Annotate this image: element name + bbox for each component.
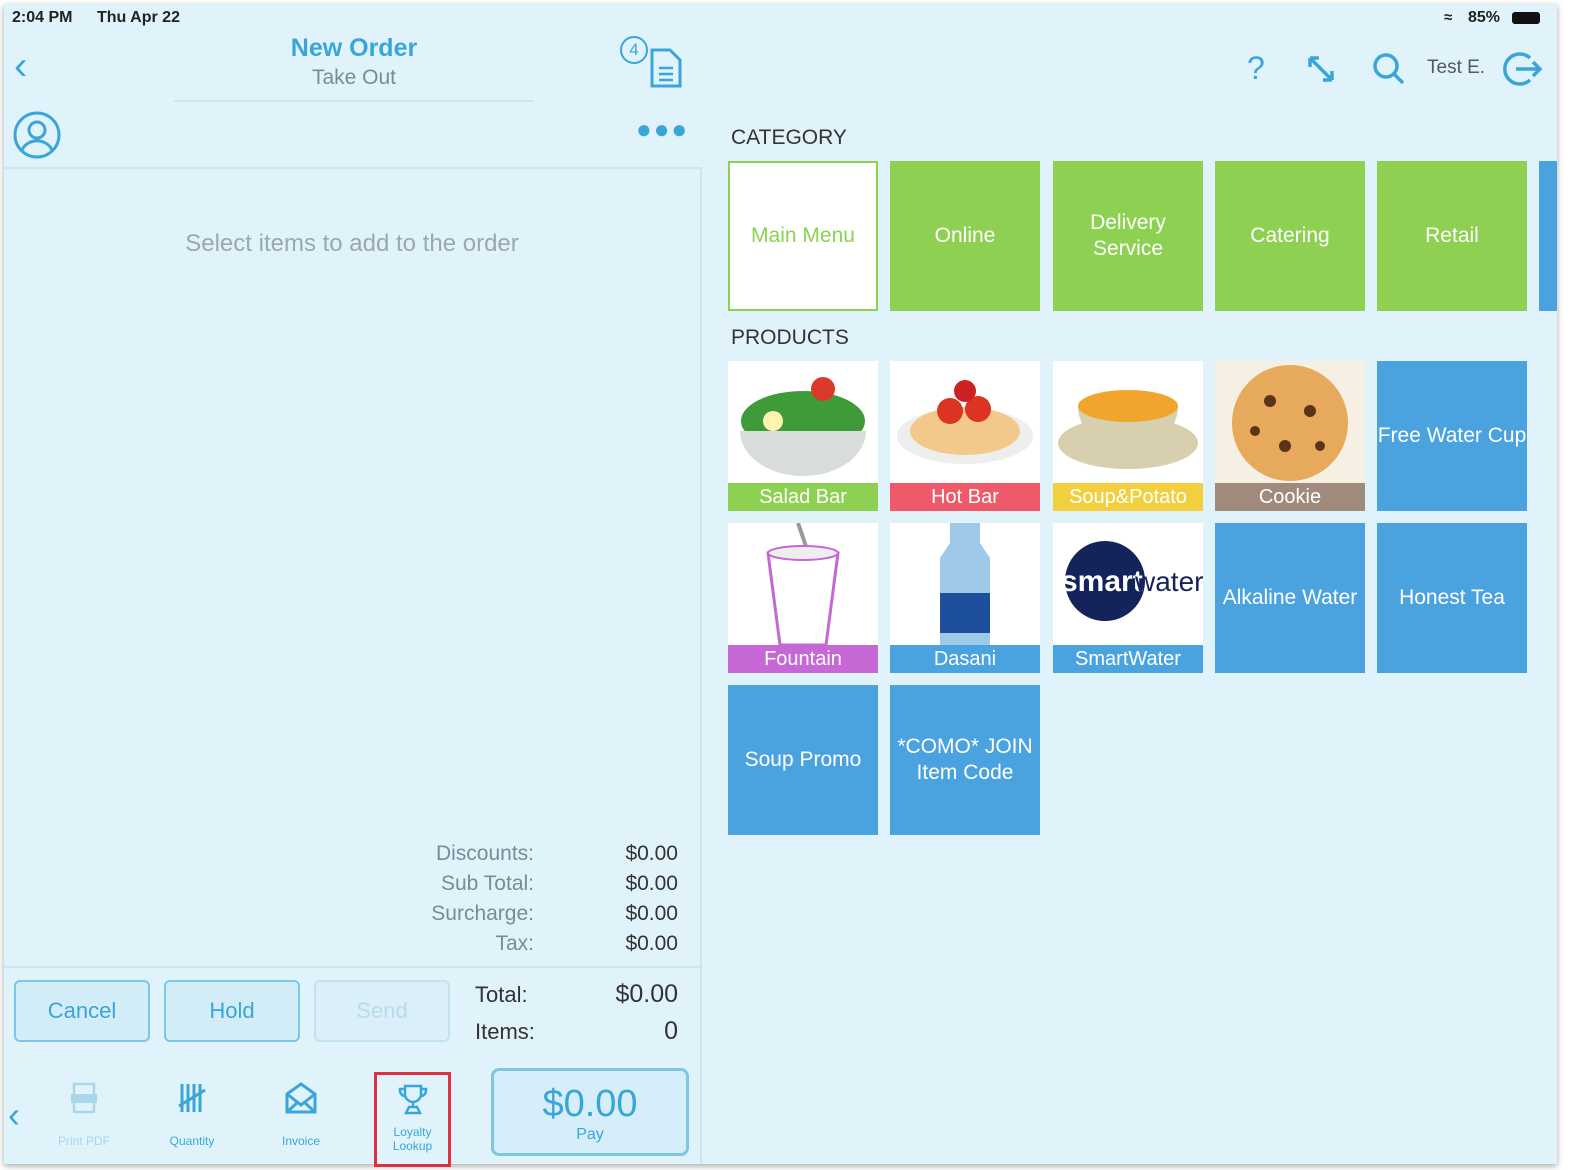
loyalty-lookup-button[interactable]: Loyalty Lookup (374, 1072, 451, 1167)
discounts-label: Discounts: (435, 842, 534, 865)
product-dasani[interactable]: Dasani (890, 523, 1040, 673)
cup-image (766, 523, 840, 645)
print-pdf-button[interactable]: Print PDF (44, 1072, 124, 1148)
cookie-image (1232, 365, 1348, 481)
order-divider (4, 167, 700, 169)
loyalty-lookup-label: Loyalty Lookup (392, 1125, 433, 1153)
print-pdf-label: Print PDF (57, 1134, 110, 1148)
more-options-icon[interactable]: ●●● (636, 114, 690, 144)
product-soup-potato[interactable]: Soup&Potato (1053, 361, 1203, 511)
surcharge-label: Surcharge: (431, 902, 534, 925)
product-soup-promo[interactable]: Soup Promo (728, 685, 878, 835)
product-label: SmartWater (1053, 645, 1203, 673)
subtotal-label: Sub Total: (440, 872, 534, 895)
back-button[interactable]: ‹ (14, 44, 28, 88)
spaghetti-image (897, 380, 1033, 464)
panel-divider (700, 167, 702, 1164)
product-label: Dasani (890, 645, 1040, 673)
hold-button[interactable]: Hold (164, 980, 300, 1042)
empty-order-message: Select items to add to the order (185, 230, 519, 257)
category-retail[interactable]: Retail (1377, 161, 1527, 311)
pdf-icon (71, 1082, 97, 1114)
category-main-menu[interactable]: Main Menu (728, 161, 878, 311)
page-title: New Order (290, 34, 418, 62)
product-cookie[interactable]: Cookie (1215, 361, 1365, 511)
open-orders-button[interactable]: 4 (620, 36, 684, 92)
tally-icon (178, 1084, 206, 1112)
category-delivery-service[interactable]: Delivery Service (1053, 161, 1203, 311)
battery-icon (1512, 12, 1540, 24)
discounts-value: $0.00 (625, 842, 678, 865)
pay-button[interactable]: $0.00 Pay (491, 1068, 689, 1156)
subtotal-value: $0.00 (625, 872, 678, 895)
product-smartwater[interactable]: smart water SmartWater (1053, 523, 1203, 673)
product-alkaline-water[interactable]: Alkaline Water (1215, 523, 1365, 673)
product-label: Soup&Potato (1053, 483, 1203, 511)
product-label: Hot Bar (890, 483, 1040, 511)
svg-text:smart: smart (1061, 565, 1143, 598)
items-count: 0 (664, 1017, 678, 1045)
product-label: Fountain (728, 645, 878, 673)
customer-icon[interactable] (12, 110, 62, 160)
summary-divider (4, 966, 700, 968)
dasani-bottle-image (940, 523, 990, 645)
surcharge-value: $0.00 (625, 902, 678, 925)
user-name[interactable]: Test E. (1427, 57, 1486, 78)
total-value: $0.00 (615, 980, 678, 1008)
search-icon[interactable] (1372, 52, 1406, 86)
orders-badge: 4 (620, 36, 648, 64)
product-free-water-cup[interactable]: Free Water Cup (1377, 361, 1527, 511)
status-date: Thu Apr 22 (97, 9, 180, 26)
category-heading: CATEGORY (731, 126, 847, 149)
send-button[interactable]: Send (314, 980, 450, 1042)
total-label: Total: (475, 982, 528, 1007)
status-time: 2:04 PM (12, 9, 73, 26)
document-icon (650, 48, 682, 88)
category-online[interactable]: Online (890, 161, 1040, 311)
salad-image (740, 377, 866, 476)
title-divider (174, 100, 534, 102)
product-label: Cookie (1215, 483, 1365, 511)
help-icon[interactable]: ? (1247, 50, 1265, 86)
product-hot-bar[interactable]: Hot Bar (890, 361, 1040, 511)
product-salad-bar[interactable]: Salad Bar (728, 361, 878, 511)
quantity-button[interactable]: Quantity (152, 1072, 232, 1148)
category-catering[interactable]: Catering (1215, 161, 1365, 311)
quantity-label: Quantity (169, 1134, 215, 1148)
product-fountain[interactable]: Fountain (728, 523, 878, 673)
tax-value: $0.00 (625, 932, 678, 955)
pay-amount: $0.00 (542, 1083, 638, 1125)
tax-label: Tax: (495, 932, 534, 955)
soup-image (1058, 390, 1198, 469)
category-scroll-next[interactable] (1539, 161, 1557, 311)
product-como-join[interactable]: *COMO* JOIN Item Code (890, 685, 1040, 835)
invoice-button[interactable]: Invoice (261, 1072, 341, 1148)
order-type: Take Out (311, 66, 397, 89)
wifi-icon: ≈ (1444, 9, 1453, 26)
envelope-icon (285, 1082, 317, 1114)
cancel-button[interactable]: Cancel (14, 980, 150, 1042)
svg-text:water: water (1134, 566, 1203, 597)
toolbar-prev-button[interactable]: ‹ (8, 1094, 20, 1135)
pos-screen: 2:04 PM Thu Apr 22 ≈ 85% ‹ New Order Tak… (4, 4, 1557, 1167)
trophy-icon (398, 1084, 427, 1115)
items-label: Items: (475, 1019, 535, 1044)
product-label: Salad Bar (728, 483, 878, 511)
logout-icon[interactable] (1502, 50, 1544, 88)
products-heading: PRODUCTS (731, 326, 849, 349)
pay-label: Pay (576, 1126, 604, 1143)
expand-icon[interactable] (1306, 54, 1336, 84)
product-honest-tea[interactable]: Honest Tea (1377, 523, 1527, 673)
invoice-label: Invoice (281, 1134, 321, 1148)
battery-level: 85% (1468, 9, 1501, 26)
